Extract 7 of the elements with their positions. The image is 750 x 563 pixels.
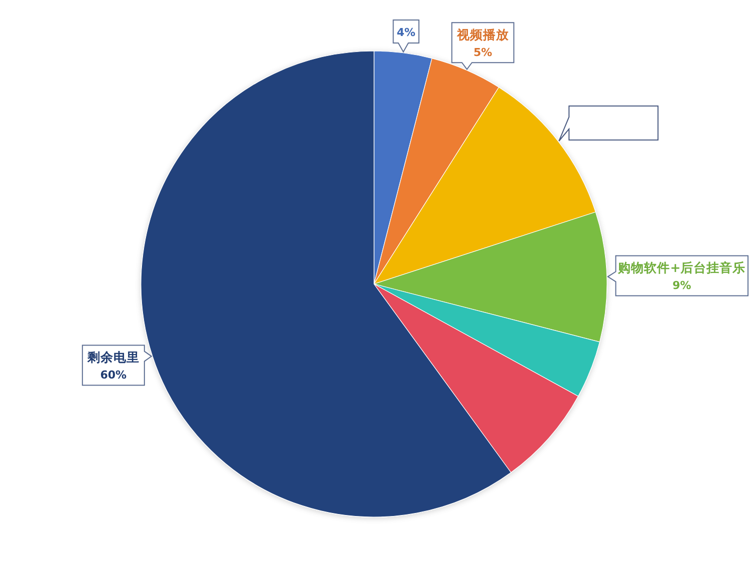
data-label: 60%	[100, 368, 127, 382]
data-label: 4%	[396, 26, 416, 40]
data-label: 5%	[473, 46, 492, 59]
slice-label: 剩余电里	[86, 350, 140, 365]
data-label: 9%	[672, 278, 692, 292]
slice-label: 视频播放	[456, 26, 510, 42]
slice-label: 购物软件+后台挂音乐	[617, 260, 746, 275]
